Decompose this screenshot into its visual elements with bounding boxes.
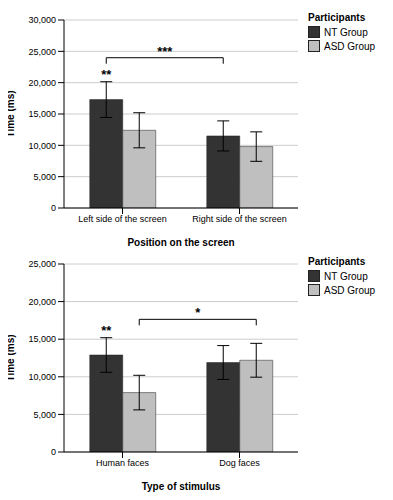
svg-text:0: 0 xyxy=(51,203,56,213)
svg-text:*: * xyxy=(195,305,201,320)
svg-text:Left side of the screen: Left side of the screen xyxy=(78,214,167,224)
svg-text:0: 0 xyxy=(51,447,56,457)
svg-text:20,000: 20,000 xyxy=(28,78,56,88)
html-text:Participants: Participants xyxy=(308,256,366,267)
svg-text:**: ** xyxy=(101,67,112,82)
svg-text:10,000: 10,000 xyxy=(28,141,56,151)
svg-text:Dog faces: Dog faces xyxy=(219,458,260,468)
svg-text:Time (ms): Time (ms) xyxy=(8,90,16,137)
html-text:NT Group: NT Group xyxy=(324,26,368,38)
svg-text:15,000: 15,000 xyxy=(28,334,56,344)
html-text:NT Group: NT Group xyxy=(324,270,368,282)
html-text:Participants: Participants xyxy=(308,12,366,23)
svg-text:25,000: 25,000 xyxy=(28,259,56,269)
svg-text:5,000: 5,000 xyxy=(33,410,56,420)
svg-text:Type of stimulus: Type of stimulus xyxy=(142,481,221,492)
svg-text:10,000: 10,000 xyxy=(28,372,56,382)
svg-text:15,000: 15,000 xyxy=(28,109,56,119)
svg-text:25,000: 25,000 xyxy=(28,47,56,57)
svg-text:5,000: 5,000 xyxy=(33,172,56,182)
svg-text:Right side of the screen: Right side of the screen xyxy=(192,214,287,224)
html-text:ASD Group: ASD Group xyxy=(324,284,376,296)
svg-text:Position on the screen: Position on the screen xyxy=(127,237,234,248)
svg-text:20,000: 20,000 xyxy=(28,297,56,307)
svg-text:Time (ms): Time (ms) xyxy=(8,334,16,381)
html-text:ASD Group: ASD Group xyxy=(324,40,376,52)
svg-text:30,000: 30,000 xyxy=(28,15,56,25)
svg-text:**: ** xyxy=(101,323,112,338)
svg-text:Human faces: Human faces xyxy=(96,458,150,468)
svg-text:***: *** xyxy=(157,44,173,59)
